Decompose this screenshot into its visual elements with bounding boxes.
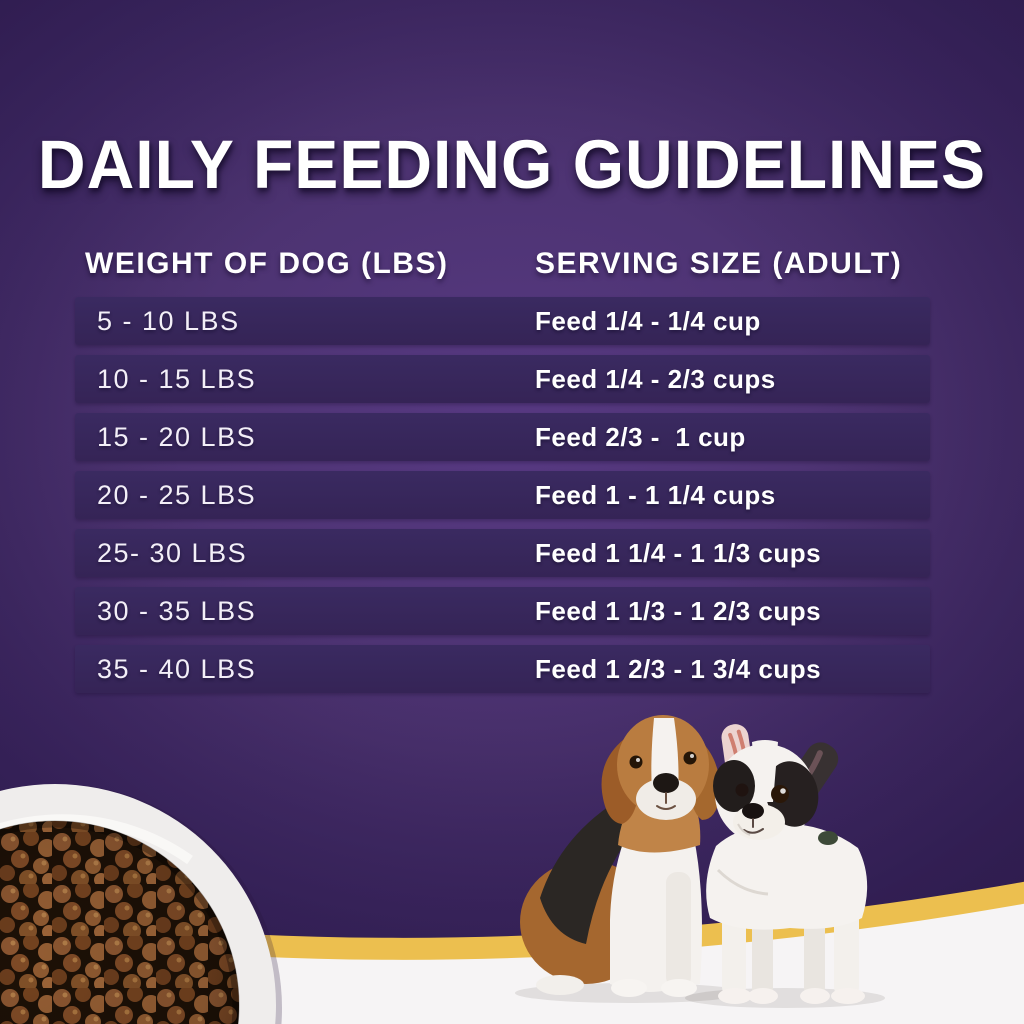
french-bulldog-illustration — [685, 724, 885, 1008]
table-row: 30 - 35 LBS Feed 1 1/3 - 1 2/3 cups — [75, 587, 930, 635]
feeding-table: 5 - 10 LBS Feed 1/4 - 1/4 cup 10 - 15 LB… — [75, 297, 930, 693]
serving-cell: Feed 1 1/3 - 1 2/3 cups — [535, 595, 822, 626]
gold-accent-curve — [0, 881, 1024, 1024]
column-header-weight: WEIGHT OF DOG (LBS) — [85, 247, 449, 280]
serving-cell: Feed 2/3 - 1 cup — [535, 421, 746, 452]
weight-cell: 15 - 20 LBS — [97, 421, 257, 452]
column-header-serving: SERVING SIZE (ADULT) — [535, 247, 903, 280]
kibble-bowl-illustration — [0, 784, 282, 1024]
weight-cell: 35 - 40 LBS — [97, 653, 257, 684]
page-title: DAILY FEEDING GUIDELINES — [37, 125, 987, 203]
table-row: 5 - 10 LBS Feed 1/4 - 1/4 cup — [75, 297, 930, 345]
table-row: 10 - 15 LBS Feed 1/4 - 2/3 cups — [75, 355, 930, 403]
serving-cell: Feed 1 1/4 - 1 1/3 cups — [535, 537, 822, 568]
weight-cell: 20 - 25 LBS — [97, 479, 257, 510]
serving-cell: Feed 1 2/3 - 1 3/4 cups — [535, 653, 822, 684]
beagle-illustration — [515, 715, 745, 1003]
serving-cell: Feed 1 - 1 1/4 cups — [535, 479, 776, 510]
white-floor — [0, 903, 1024, 1024]
table-row: 15 - 20 LBS Feed 2/3 - 1 cup — [75, 413, 930, 461]
weight-cell: 30 - 35 LBS — [97, 595, 257, 626]
table-row: 35 - 40 LBS Feed 1 2/3 - 1 3/4 cups — [75, 645, 930, 693]
weight-cell: 10 - 15 LBS — [97, 363, 257, 394]
weight-cell: 5 - 10 LBS — [97, 305, 240, 336]
table-row: 20 - 25 LBS Feed 1 - 1 1/4 cups — [75, 471, 930, 519]
serving-cell: Feed 1/4 - 1/4 cup — [535, 305, 761, 336]
weight-cell: 25- 30 LBS — [97, 537, 248, 568]
serving-cell: Feed 1/4 - 2/3 cups — [535, 363, 776, 394]
table-row: 25- 30 LBS Feed 1 1/4 - 1 1/3 cups — [75, 529, 930, 577]
